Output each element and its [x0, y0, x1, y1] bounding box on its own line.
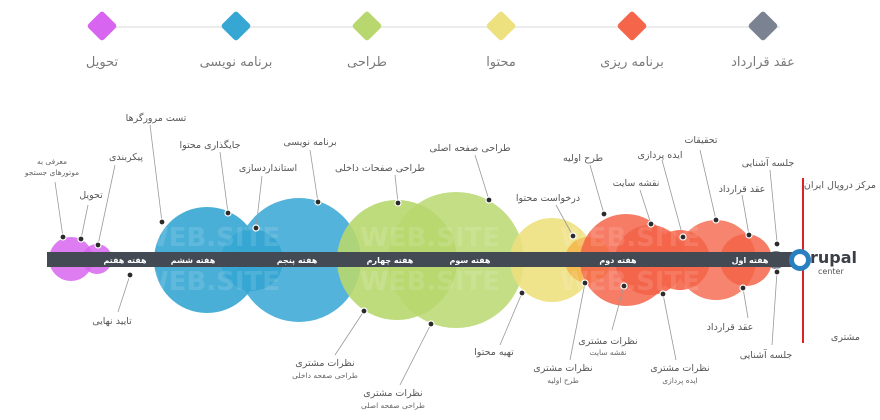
ann-ideation: ایده پردازی	[637, 150, 682, 161]
phase-contract: عقد قرارداد	[731, 11, 795, 70]
ann-sitemap: نقشه سایت	[613, 178, 660, 189]
ann-contract-top: عقد قرارداد	[719, 184, 766, 195]
week-4-label: هفته چهارم	[367, 256, 414, 265]
phase-design-diamond	[352, 11, 382, 41]
annotation-dots	[59, 196, 781, 328]
ann-research: تحقیقات	[684, 135, 717, 146]
ann-content-prep: تهیه محتوا	[474, 347, 514, 358]
watermark-3: WEB.SITE	[560, 223, 700, 253]
drupal-center-logo: rupal center	[789, 248, 857, 276]
watermark-4: WEB.SITE	[140, 267, 280, 297]
phase-contract-diamond	[748, 11, 778, 41]
ann-feedback-inner-2: طراحی صفحه داخلی	[292, 371, 358, 380]
ann-initial-design: طرح اولیه	[563, 153, 603, 164]
week-7-label: هفته هفتم	[103, 256, 147, 265]
ann-inner-pages: طراحی صفحات داخلی	[335, 163, 425, 174]
phase-programming: برنامه نویسی	[200, 11, 273, 70]
ann-config: پیکربندی	[109, 152, 143, 163]
ann-feedback-initial-2: طرح اولیه	[547, 376, 579, 385]
week-5-label: هفته پنجم	[277, 256, 318, 265]
ann-contract-bottom: عقد قرارداد	[707, 322, 754, 333]
phase-content-diamond	[486, 11, 516, 41]
phase-content-label: محتوا	[486, 55, 516, 70]
ann-browser-test: تست مرورگرها	[126, 112, 187, 124]
ann-content-request: درخواست محتوا	[516, 193, 580, 204]
week-1-label: هفته اول	[732, 256, 769, 265]
phase-planning: برنامه ریزی	[600, 11, 664, 70]
top-leader-lines	[54, 124, 778, 246]
ann-standardization: استانداردسازی	[239, 163, 297, 174]
phase-design: طراحی	[347, 11, 387, 70]
ann-main-page: طراحی صفحه اصلی	[429, 143, 510, 154]
phase-delivery: تحویل	[86, 11, 119, 70]
ann-intro-seo-1: معرفی به	[37, 157, 67, 166]
ann-feedback-sitemap-2: نقشه سایت	[590, 348, 627, 357]
logo-text: rupal	[810, 248, 857, 267]
phase-contract-label: عقد قرارداد	[731, 55, 795, 70]
phase-delivery-label: تحویل	[86, 55, 119, 70]
client-label: مشتری	[831, 332, 860, 343]
ann-feedback-ideation-1: نظرات مشتری	[650, 363, 709, 374]
ann-feedback-sitemap-1: نظرات مشتری	[578, 336, 637, 347]
ann-content-placement: جایگذاری محتوا	[180, 139, 241, 151]
phase-planning-diamond	[617, 11, 647, 41]
ann-programming: برنامه نویسی	[283, 137, 336, 148]
watermark-5: WEB.SITE	[360, 267, 500, 297]
ann-feedback-inner-1: نظرات مشتری	[295, 358, 354, 369]
bottom-leader-lines	[117, 271, 778, 386]
week-6-label: هفته ششم	[171, 256, 216, 265]
ann-feedback-main-1: نظرات مشتری	[363, 388, 422, 399]
ann-feedback-initial-1: نظرات مشتری	[533, 363, 592, 374]
ann-feedback-main-2: طراحی صفحه اصلی	[361, 401, 425, 410]
phase-planning-label: برنامه ریزی	[600, 55, 664, 70]
ann-meeting-top: جلسه آشنایی	[742, 156, 795, 169]
ann-delivery: تحویل	[79, 190, 103, 201]
week-2-label: هفته دوم	[599, 256, 637, 265]
phase-programming-label: برنامه نویسی	[200, 55, 273, 70]
phase-programming-diamond	[221, 11, 251, 41]
ann-final-approval: تایید نهایی	[92, 316, 132, 327]
watermark-6: WEB.SITE	[560, 267, 700, 297]
phase-content: محتوا	[486, 11, 516, 70]
watermarks: WEB.SITE WEB.SITE WEB.SITE WEB.SITE WEB.…	[140, 223, 700, 297]
ann-feedback-ideation-2: ایده پردازی	[662, 376, 698, 385]
ann-meeting-bottom: جلسه آشنایی	[740, 348, 793, 361]
logo-subtext: center	[818, 267, 844, 276]
phase-delivery-diamond	[87, 11, 117, 41]
timeline-bar	[47, 252, 799, 267]
ann-intro-seo-2: موتورهای جستجو	[24, 168, 79, 177]
phase-design-label: طراحی	[347, 55, 387, 70]
week-3-label: هفته سوم	[450, 256, 491, 265]
watermark-2: WEB.SITE	[360, 223, 500, 253]
drupal-center-label: مرکز دروپال ایران	[804, 180, 876, 191]
logo-drop-inner-icon	[794, 254, 806, 266]
